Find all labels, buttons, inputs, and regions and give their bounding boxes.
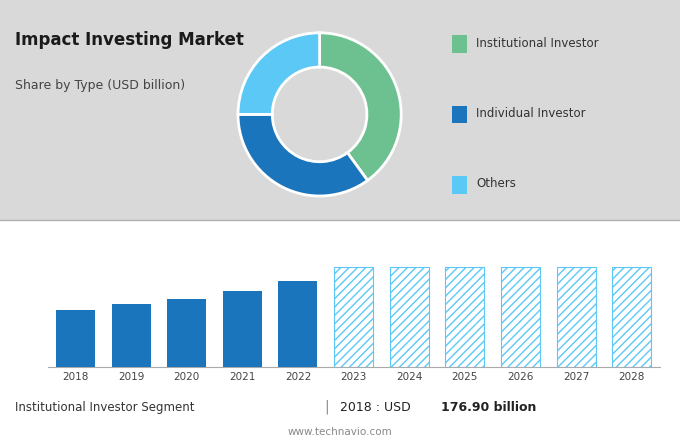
Text: 2018 : USD: 2018 : USD bbox=[340, 400, 415, 414]
Bar bbox=[279, 282, 318, 367]
Text: Share by Type (USD billion): Share by Type (USD billion) bbox=[15, 79, 185, 92]
Bar bbox=[390, 267, 428, 367]
Bar bbox=[445, 267, 484, 367]
Bar bbox=[112, 304, 150, 367]
Text: Individual Investor: Individual Investor bbox=[476, 107, 585, 120]
Bar bbox=[501, 267, 540, 367]
Wedge shape bbox=[238, 114, 368, 196]
Text: |: | bbox=[324, 400, 328, 414]
Wedge shape bbox=[320, 33, 401, 180]
Text: Institutional Investor Segment: Institutional Investor Segment bbox=[15, 400, 194, 414]
Text: Institutional Investor: Institutional Investor bbox=[476, 37, 598, 50]
Bar bbox=[334, 267, 373, 367]
Bar bbox=[56, 310, 95, 367]
Text: Others: Others bbox=[476, 177, 516, 191]
Text: Impact Investing Market: Impact Investing Market bbox=[15, 31, 244, 49]
Wedge shape bbox=[238, 33, 320, 114]
Bar bbox=[223, 291, 262, 367]
Bar bbox=[167, 299, 206, 367]
Text: www.technavio.com: www.technavio.com bbox=[288, 427, 392, 437]
Text: 176.90 billion: 176.90 billion bbox=[441, 400, 536, 414]
Bar bbox=[557, 267, 596, 367]
Bar bbox=[612, 267, 651, 367]
